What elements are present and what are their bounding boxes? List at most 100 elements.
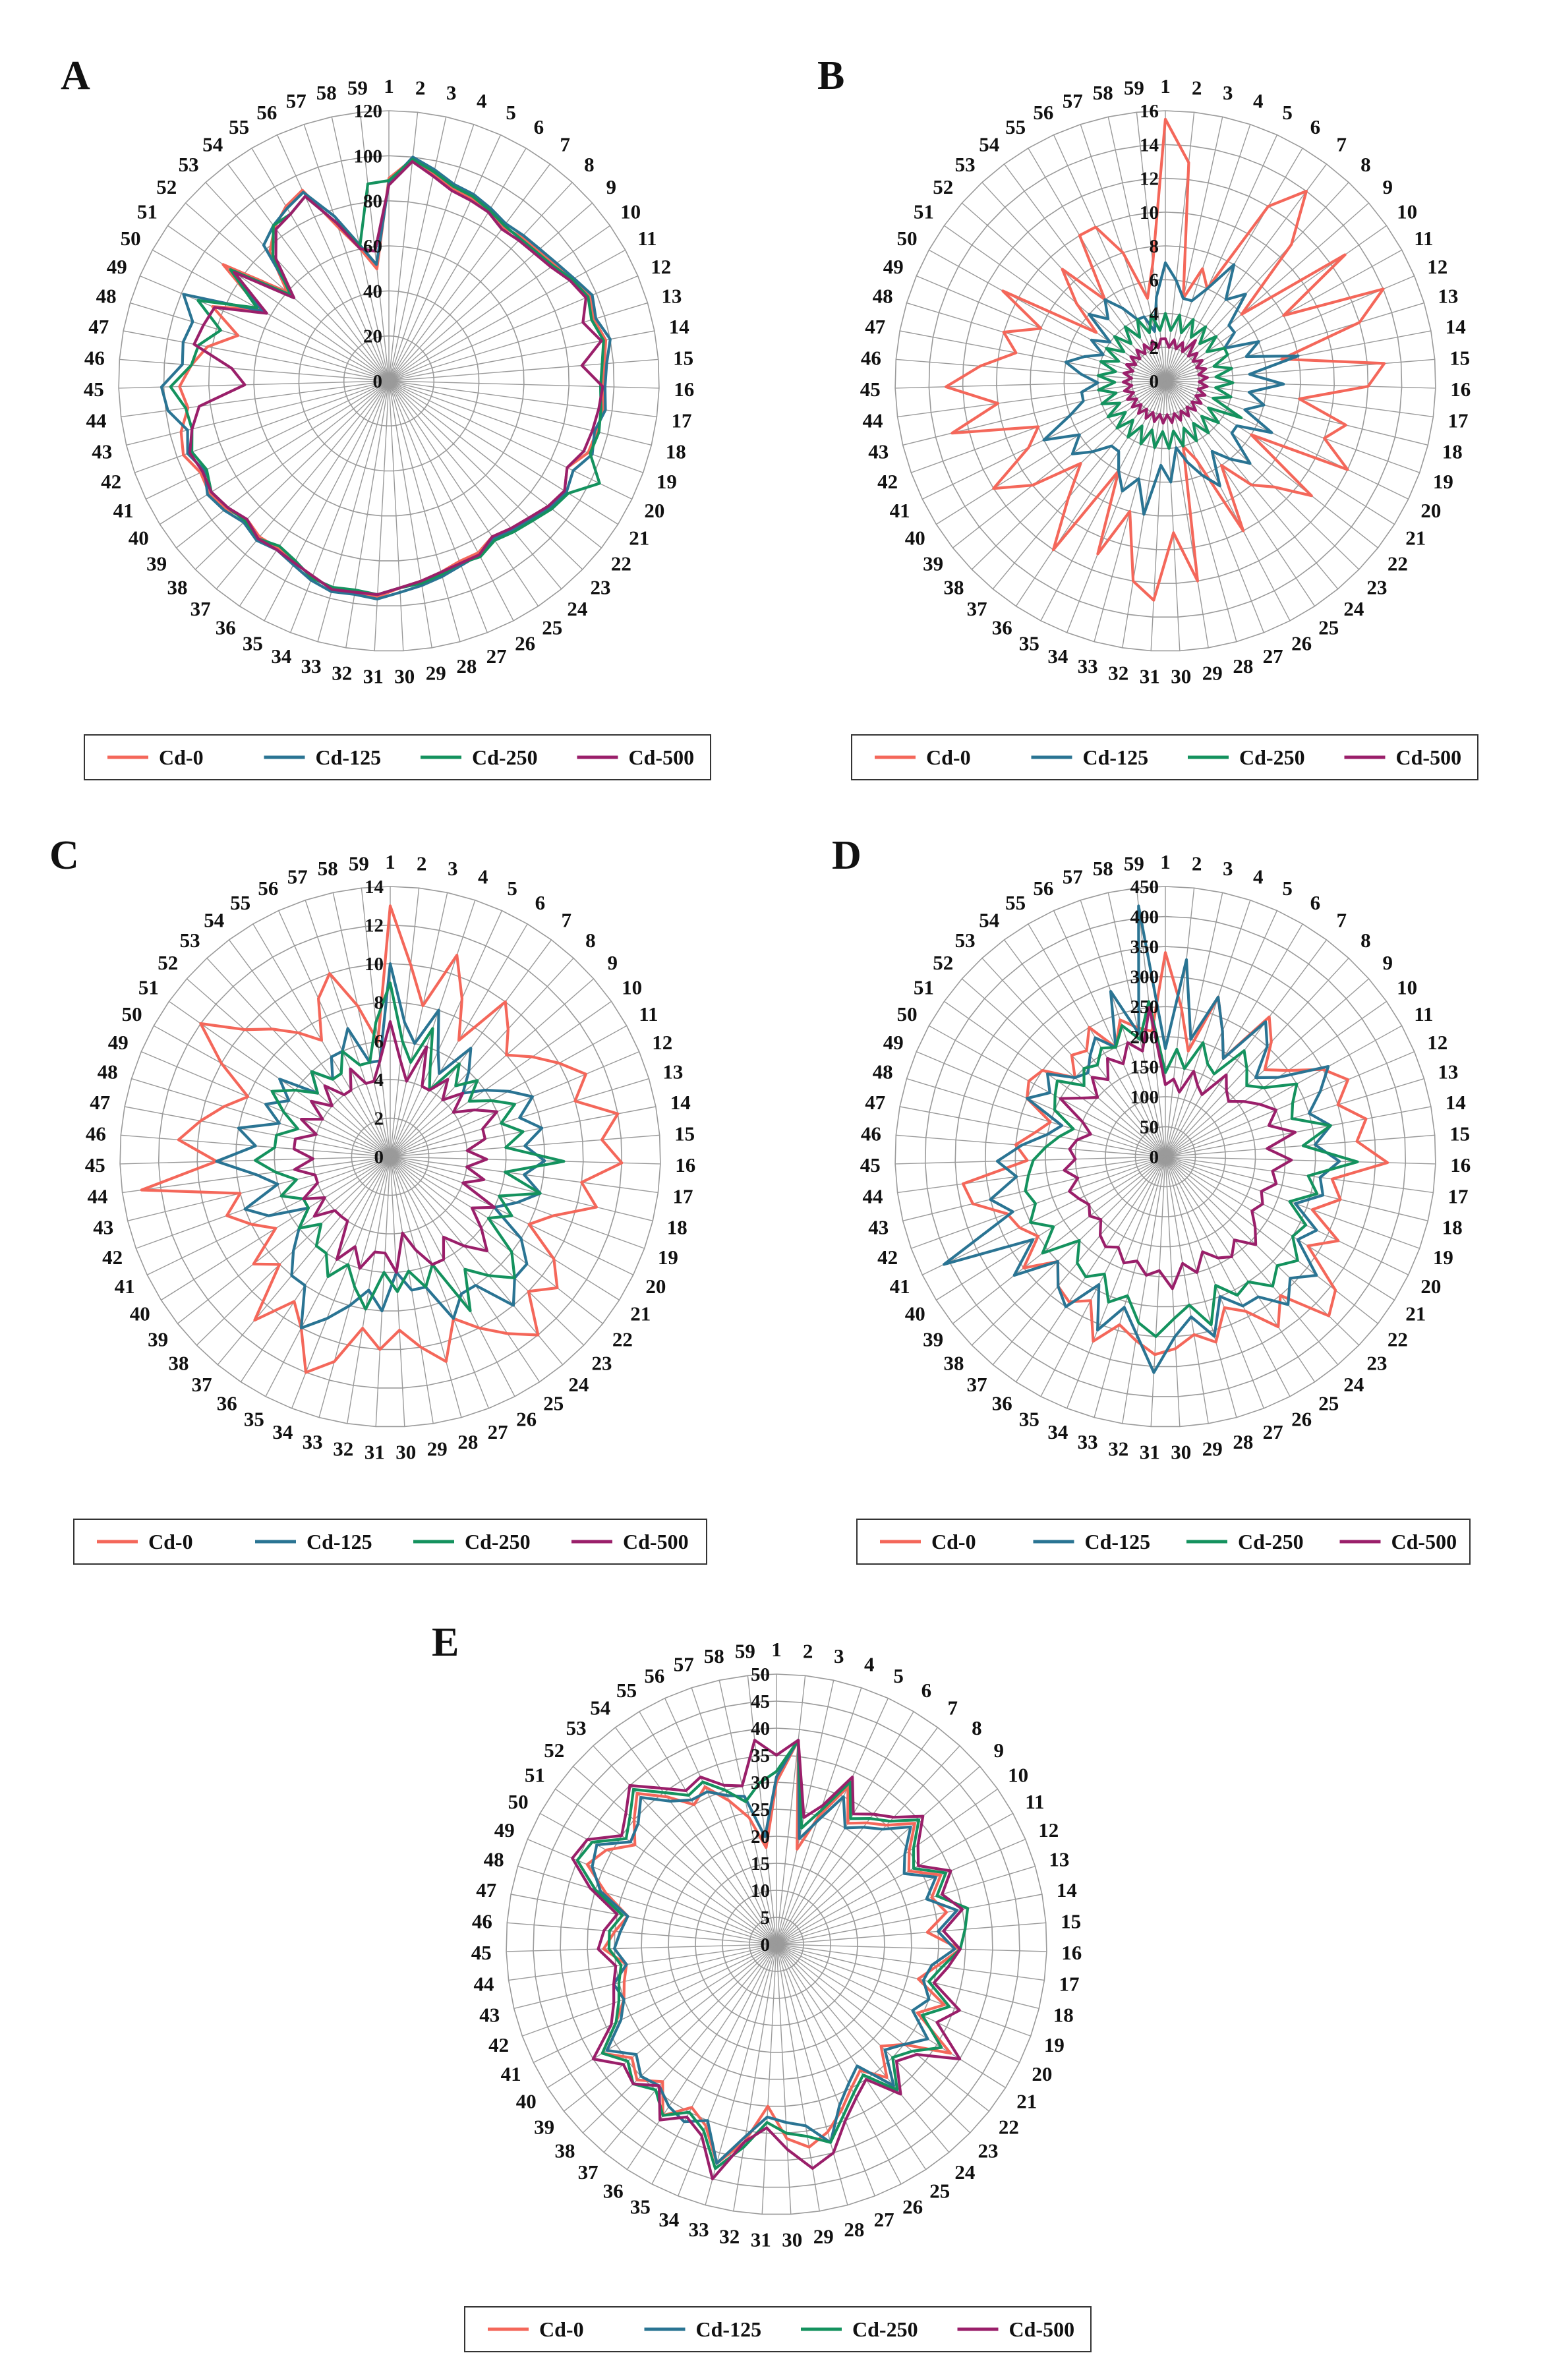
category-label: 39 [146,552,167,575]
category-label: 39 [534,2116,554,2139]
grid-spoke [691,1687,777,1945]
category-label: 42 [877,1246,898,1269]
radial-tick-label: 40 [751,1718,770,1739]
category-label: 54 [979,908,999,931]
grid-spoke [626,1944,777,2170]
category-label: 5 [1282,877,1293,900]
radial-tick-label: 16 [1140,101,1159,122]
grid-spoke [388,249,626,382]
legend-label: Cd-0 [148,1530,193,1553]
category-label: 35 [244,1408,264,1431]
legend-label: Cd-125 [1085,1530,1151,1553]
grid-spoke [961,202,1166,382]
grid-ring [962,177,1369,584]
category-label: 55 [1005,115,1026,138]
category-label: 45 [84,378,104,401]
grid-ring [722,1890,831,1999]
grid-ring [506,1673,1047,2215]
category-label: 23 [978,2139,999,2162]
grid-ring [343,335,435,427]
grid-spoke [388,380,618,525]
legend-label: Cd-500 [1009,2317,1075,2341]
grid-spoke [776,1766,981,1945]
category-label: 40 [516,2090,537,2113]
grid-ring [928,144,1403,618]
category-label: 54 [202,132,223,156]
series-cd-125 [160,156,612,601]
series-cd-0 [585,1739,962,2165]
grid-spoke [390,978,595,1157]
category-label: 40 [130,1302,150,1325]
category-label: 32 [719,2224,740,2248]
grid-spoke [1165,1001,1387,1157]
grid-spoke [1150,380,1166,651]
legend-label: Cd-250 [1238,1530,1304,1553]
category-label: 39 [148,1328,168,1351]
series-cd-500 [292,1020,499,1274]
grid-spoke [375,1156,391,1427]
category-label: 30 [394,664,415,687]
grid-spoke [390,1156,489,1409]
category-label: 44 [863,409,883,432]
radial-tick-label: 14 [365,877,384,898]
grid-spoke [1067,1156,1166,1409]
grid-ring [118,110,660,652]
category-label: 21 [630,1302,651,1325]
category-label: 44 [474,1973,494,1996]
grid-spoke [776,1944,792,2215]
grid-spoke [776,1727,939,1945]
category-label: 59 [1124,852,1144,875]
grid-spoke [776,1745,960,1945]
grid-spoke [1165,888,1195,1157]
legend-label: Cd-500 [629,745,695,769]
category-label: 41 [115,1275,135,1298]
category-label: 57 [1063,90,1083,113]
category-label: 10 [1008,1764,1028,1787]
grid-spoke [776,1675,806,1945]
grid-spoke [507,1922,777,1945]
category-label: 35 [1019,632,1039,655]
category-label: 2 [1192,852,1202,875]
grid-spoke [651,1944,777,2185]
category-label: 6 [1310,115,1321,138]
grid-spoke [1165,1156,1428,1221]
category-label: 58 [704,1644,724,1668]
grid-spoke [936,1156,1166,1301]
category-label: 31 [751,2228,771,2251]
grid-ring [298,290,480,472]
radial-tick-label: 120 [354,101,383,122]
legend-label: Cd-250 [472,745,538,769]
category-label: 3 [1223,857,1233,880]
category-label: 38 [167,576,188,599]
category-label: 5 [893,1664,904,1687]
grid-spoke [276,134,390,382]
grid-spoke [388,380,652,446]
grid-spoke [506,1944,777,1952]
grid-spoke [1015,1156,1166,1383]
category-label: 28 [456,654,477,678]
category-label: 51 [914,200,934,223]
radial-tick-label: 150 [1130,1057,1159,1078]
legend-label: Cd-500 [1396,745,1462,769]
category-label: 56 [644,1664,664,1687]
series-cd-500 [571,1739,964,2181]
grid-spoke [776,1944,1045,1981]
category-label: 4 [1253,90,1264,113]
radial-tick-label: 15 [751,1853,770,1874]
grid-spoke [126,380,390,446]
category-label: 21 [1405,527,1426,550]
category-label: 1 [1160,74,1171,98]
grid-spoke [124,1106,391,1157]
legend-label: Cd-125 [307,1530,372,1553]
category-label: 25 [1318,616,1339,639]
grid-ring [1014,1006,1316,1308]
series-cd-0 [140,904,624,1374]
grid-spoke [388,380,514,622]
grid-spoke [1107,117,1166,382]
category-label: 43 [868,1215,889,1238]
category-label: 41 [890,499,910,522]
radial-tick-label: 50 [751,1664,770,1685]
category-label: 12 [1427,1031,1447,1054]
category-label: 18 [1442,440,1463,463]
